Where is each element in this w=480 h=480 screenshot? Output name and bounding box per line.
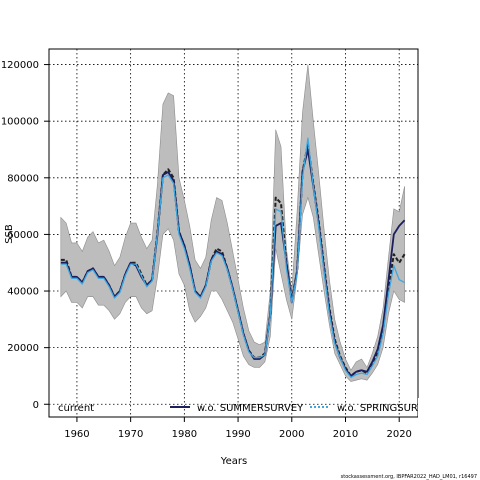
x-tick-label-1: 1970	[118, 429, 143, 440]
x-axis-title: Years	[220, 456, 247, 467]
y-tick-label-5: 100000	[1, 117, 39, 128]
x-tick-label-4: 2000	[279, 429, 304, 440]
legend-label-springsurvey: w.o. SPRINGSURVEY	[337, 403, 437, 414]
y-tick-label-4: 80000	[7, 173, 39, 184]
legend: current w.o. SUMMERSURVEY w.o. SPRINGSUR…	[58, 403, 437, 414]
plot-frame	[48, 48, 419, 418]
confidence-band	[60, 64, 405, 382]
footer-note: stockassessment.org, IBPFAR2022_HAD_LM01…	[340, 474, 477, 480]
y-axis-ticks: 0 20000 40000 60000 80000 100000 120000	[1, 60, 49, 411]
x-tick-label-2: 1980	[172, 429, 197, 440]
series-line-w-o-springsurvey	[60, 137, 405, 379]
legend-overflow-mask	[418, 398, 480, 418]
x-tick-label-3: 1990	[225, 429, 250, 440]
x-tick-label-6: 2020	[386, 429, 411, 440]
x-tick-label-5: 2010	[333, 429, 358, 440]
y-tick-label-0: 0	[33, 400, 39, 411]
y-tick-label-3: 60000	[7, 230, 39, 241]
legend-label-summersurvey: w.o. SUMMERSURVEY	[197, 403, 304, 414]
y-tick-label-6: 120000	[1, 60, 39, 71]
y-axis-title: SSB	[4, 224, 15, 244]
x-tick-label-0: 1960	[64, 429, 89, 440]
x-axis-ticks: 1960 1970 1980 1990 2000 2010 2020	[64, 417, 412, 440]
legend-label-current: current	[58, 403, 94, 414]
confidence-band-layer	[60, 64, 405, 382]
y-tick-label-1: 20000	[7, 343, 39, 354]
series-layer	[60, 137, 406, 379]
y-tick-label-2: 40000	[7, 287, 39, 298]
